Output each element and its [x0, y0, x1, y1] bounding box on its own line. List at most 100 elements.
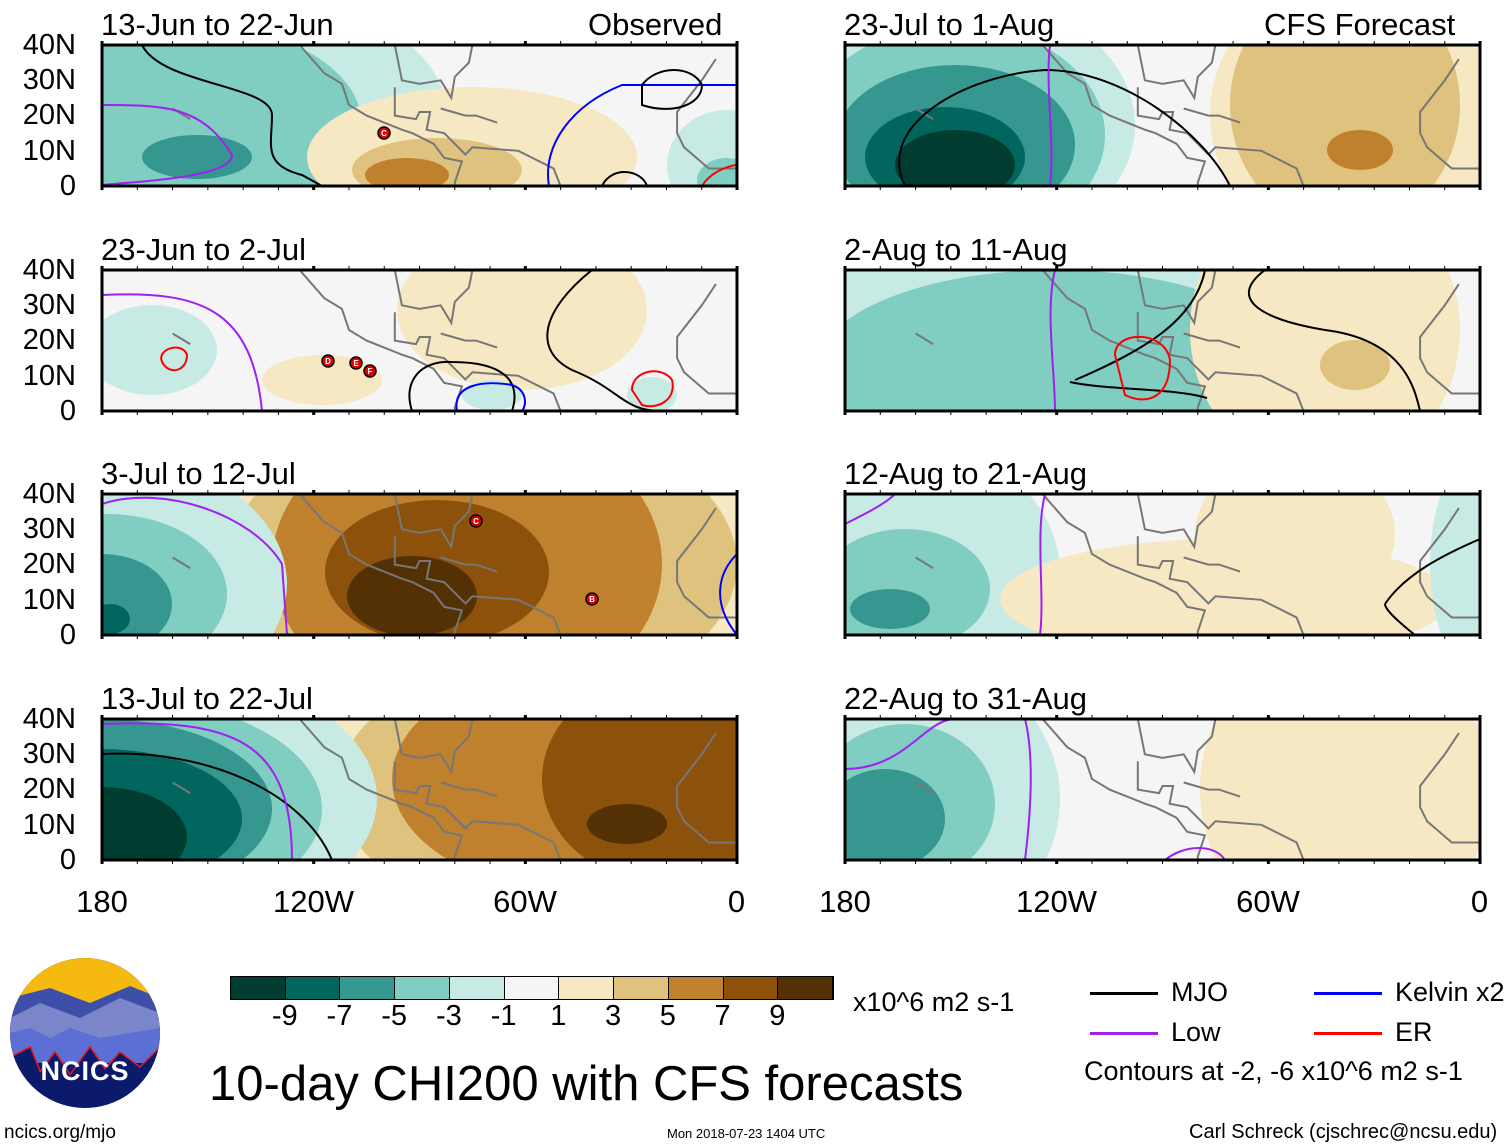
- coastline: [440, 556, 498, 573]
- coastline: [1183, 781, 1241, 798]
- legend-label: MJO: [1171, 977, 1228, 1007]
- lat-tick-label: 10N: [22, 359, 76, 392]
- contour-line: [102, 293, 263, 411]
- contour-line: [102, 752, 333, 860]
- shaded-region: [1320, 340, 1390, 390]
- contour-line: [719, 553, 737, 635]
- lat-tick-label: 30N: [22, 738, 76, 771]
- coastline: [1183, 556, 1241, 573]
- colorbar-tick-label: -5: [381, 1000, 408, 1032]
- lat-tick-label: 20N: [22, 773, 76, 806]
- logo-mountains-icon: [10, 958, 160, 1108]
- colorbar-swatch: [395, 977, 450, 999]
- coastline: [440, 107, 498, 124]
- coastline: [1136, 719, 1217, 775]
- colorbar-tick-label: -9: [271, 1000, 298, 1032]
- forecast-header: CFS Forecast: [1264, 7, 1456, 42]
- coastline: [298, 719, 464, 860]
- colorbar-tick-label: -7: [326, 1000, 353, 1032]
- lat-tick-label: 40N: [22, 254, 76, 286]
- contour-line: [630, 370, 674, 408]
- coastline: [1041, 270, 1207, 411]
- contour-line: [547, 84, 737, 186]
- coastline: [676, 283, 737, 395]
- coastline: [1136, 312, 1305, 411]
- colorbar-swatch: [340, 977, 396, 999]
- colorbar-swatch: [449, 977, 505, 999]
- shaded-region: [102, 604, 130, 634]
- map-panel: [100, 715, 739, 864]
- lon-tick-label: 60W: [493, 884, 557, 919]
- footer-url[interactable]: ncics.org/mjo: [4, 1122, 116, 1143]
- lat-tick-label: 20N: [22, 99, 76, 132]
- colorbar-swatch: [668, 977, 724, 999]
- contour-line: [1074, 270, 1206, 381]
- coastline: [1041, 494, 1207, 635]
- contour-line: [1248, 270, 1421, 411]
- contour-line: [845, 719, 956, 770]
- coastline: [1136, 761, 1305, 860]
- colorbar-tick-label: 9: [769, 1000, 786, 1032]
- shaded-region: [1230, 45, 1460, 186]
- colorbar-units: x10^6 m2 s-1: [853, 987, 1015, 1017]
- storm-icon: D: [321, 354, 335, 368]
- colorbar-tick-label: -1: [490, 1000, 517, 1032]
- colorbar-tick-label: 5: [659, 1000, 676, 1032]
- shaded-region: [462, 380, 522, 410]
- coastline: [393, 494, 474, 550]
- coastline: [393, 312, 562, 411]
- contour-line: [455, 382, 526, 411]
- coastline: [1419, 58, 1480, 170]
- coastline: [1136, 270, 1217, 326]
- legend-line-swatch: [1314, 1032, 1382, 1035]
- panel-title: 12-Aug to 21-Aug: [844, 456, 1088, 491]
- legend-line-swatch: [1090, 1032, 1158, 1035]
- shaded-region: [845, 769, 945, 860]
- lat-tick-label: 0: [59, 843, 76, 876]
- panel-title: 2-Aug to 11-Aug: [844, 232, 1068, 267]
- coastline: [298, 270, 464, 411]
- contour-line: [408, 360, 516, 411]
- coastline: [676, 732, 737, 844]
- lat-tick-label: 30N: [22, 289, 76, 322]
- map-panel: D EF: [100, 266, 739, 415]
- colorbar-tick-label: -3: [436, 1000, 462, 1032]
- colorbar-swatch: [504, 977, 560, 999]
- shaded-region: [1430, 494, 1480, 635]
- shaded-region: [347, 556, 477, 635]
- shaded-region: [895, 130, 1015, 186]
- contour-line: [1164, 847, 1226, 860]
- shaded-region: [850, 589, 930, 629]
- lat-tick-label: 0: [59, 394, 76, 427]
- legend-label: Low: [1171, 1017, 1221, 1047]
- panel-title: 3-Jul to 12-Jul: [101, 456, 296, 491]
- contour-line: [898, 68, 1231, 186]
- observed-header: Observed: [588, 7, 723, 42]
- shaded-region: [102, 787, 187, 860]
- contour-line: [641, 69, 704, 110]
- contour-line: [141, 45, 323, 186]
- coastline: [393, 87, 562, 186]
- coastline: [172, 781, 191, 794]
- coastline: [1419, 507, 1480, 619]
- lat-tick-label: 30N: [22, 64, 76, 97]
- coastline: [1136, 494, 1217, 550]
- legend-label: Kelvin x2: [1395, 977, 1505, 1007]
- svg-text:F: F: [368, 367, 373, 376]
- shaded-region: [1327, 130, 1393, 170]
- lat-tick-label: 40N: [22, 703, 76, 735]
- contour-line: [845, 494, 896, 525]
- contour-line: [601, 171, 648, 186]
- colorbar-swatch: [559, 977, 615, 999]
- colorbar: [230, 976, 834, 1000]
- panel-title: 13-Jun to 22-Jun: [101, 7, 334, 42]
- coastline: [393, 536, 562, 635]
- storm-icon: C: [469, 514, 483, 528]
- storm-icon: E: [349, 356, 363, 370]
- shaded-region: [1200, 719, 1480, 860]
- lat-tick-label: 10N: [22, 808, 76, 841]
- contour-line: [1049, 270, 1056, 411]
- panel-title: 23-Jul to 1-Aug: [844, 7, 1055, 42]
- coastline: [676, 507, 737, 619]
